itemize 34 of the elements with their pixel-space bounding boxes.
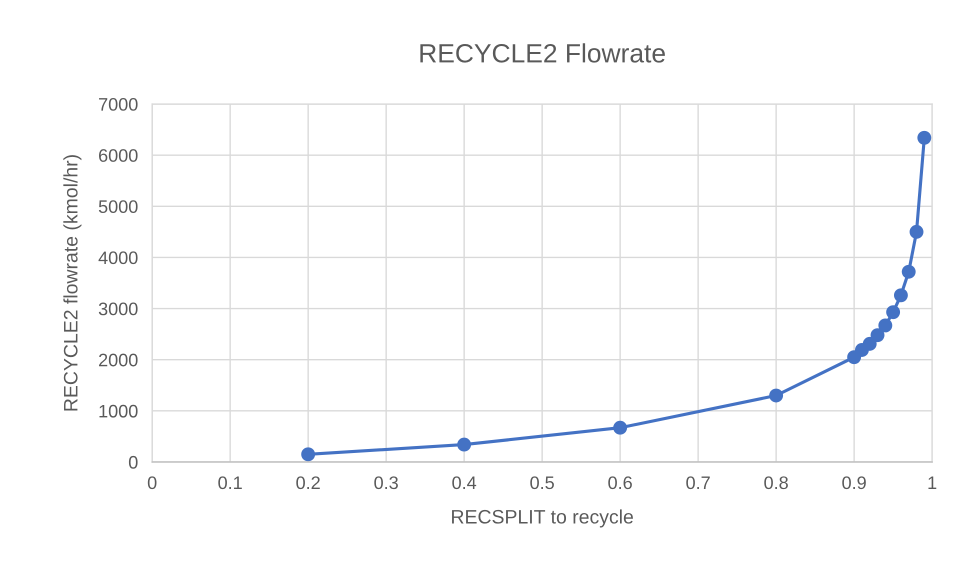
- x-tick-label: 0.7: [686, 476, 710, 490]
- point: [917, 130, 932, 145]
- x-tick-label: 0.6: [608, 476, 632, 490]
- point: [902, 264, 916, 279]
- y-tick-label: 0: [128, 456, 138, 469]
- y-tick-label: 7000: [99, 98, 138, 111]
- point: [870, 328, 884, 342]
- x-tick-label: 0.1: [218, 476, 242, 490]
- y-tick-label: 5000: [98, 200, 138, 214]
- x-tick-label: 0.3: [374, 476, 398, 490]
- y-axis-title: RECYCLE2 flowrate (kmol/hr): [63, 155, 82, 411]
- x-tick-label: 0.9: [842, 476, 866, 490]
- y-tick-label: 6000: [99, 149, 138, 162]
- x-tick-label: 0: [148, 476, 156, 490]
- x-tick-label: 1: [928, 476, 936, 489]
- point: [878, 318, 892, 332]
- y-tick-label: 4000: [98, 251, 138, 264]
- x-tick-label: 0.2: [296, 476, 320, 490]
- point: [613, 420, 628, 435]
- x-tick-label: 0.4: [452, 476, 476, 490]
- y-tick-label: 2000: [99, 354, 138, 366]
- chart-title: RECYCLE2 Flowrate: [420, 43, 665, 63]
- point: [301, 447, 316, 462]
- point: [910, 224, 924, 239]
- y-tick-label: 1000: [99, 404, 138, 418]
- point: [457, 438, 472, 452]
- point: [886, 305, 900, 320]
- point: [894, 288, 908, 302]
- x-axis-title: RECSPLIT to recycle: [452, 509, 633, 528]
- x-tick-label: 0.5: [530, 476, 554, 490]
- x-tick-label: 0.8: [764, 476, 788, 490]
- point: [769, 388, 784, 402]
- point: [862, 336, 877, 351]
- y-tick-label: 3000: [98, 302, 138, 316]
